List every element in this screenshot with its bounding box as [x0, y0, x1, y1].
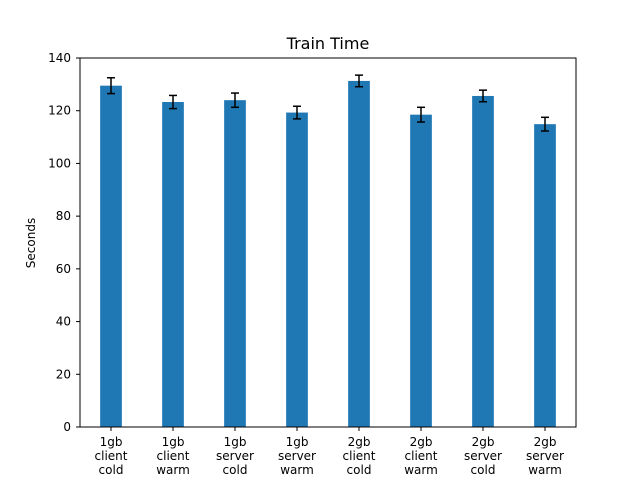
x-tick-label: cold	[471, 463, 496, 477]
x-tick-label: client	[405, 449, 438, 463]
y-axis-label: Seconds	[24, 218, 38, 268]
y-tick-label: 40	[56, 315, 71, 329]
y-axis-ticks: 0 20 40 60 80 100 120 140	[48, 51, 80, 434]
bar	[348, 80, 370, 427]
y-tick-label: 60	[56, 262, 71, 276]
x-tick-label: warm	[156, 463, 190, 477]
y-tick-label: 100	[48, 156, 71, 170]
x-tick-label: 1gb	[100, 435, 123, 449]
x-tick-label: 2gb	[348, 435, 371, 449]
x-tick-label: client	[343, 449, 376, 463]
x-tick-label: cold	[223, 463, 248, 477]
x-tick-label: 1gb	[286, 435, 309, 449]
bar	[162, 102, 184, 428]
chart-title: Train Time	[286, 34, 370, 53]
errorbars-group	[107, 74, 549, 132]
x-tick-label: server	[216, 449, 254, 463]
bar	[100, 85, 122, 428]
bars-group	[100, 80, 556, 428]
bar	[286, 112, 308, 427]
bar	[534, 124, 556, 427]
y-tick-label: 120	[48, 104, 71, 118]
x-tick-label: server	[278, 449, 316, 463]
bar	[410, 114, 432, 428]
x-tick-label: cold	[347, 463, 372, 477]
x-axis-ticks: 1gbclientcold1gbclientwarm1gbservercold1…	[95, 427, 564, 477]
x-tick-label: server	[464, 449, 502, 463]
x-tick-label: client	[95, 449, 128, 463]
x-tick-label: 2gb	[534, 435, 557, 449]
x-tick-label: 1gb	[224, 435, 247, 449]
x-tick-label: 2gb	[410, 435, 433, 449]
x-tick-label: cold	[99, 463, 124, 477]
x-tick-label: warm	[404, 463, 438, 477]
y-tick-label: 0	[63, 420, 71, 434]
y-tick-label: 140	[48, 51, 71, 65]
x-tick-label: client	[157, 449, 190, 463]
y-tick-label: 80	[56, 209, 71, 223]
plot-frame	[79, 57, 577, 428]
bar	[224, 100, 246, 428]
y-tick-label: 20	[56, 367, 71, 381]
bar	[472, 95, 494, 427]
x-tick-label: warm	[528, 463, 562, 477]
x-tick-label: warm	[280, 463, 314, 477]
x-tick-label: 2gb	[472, 435, 495, 449]
x-tick-label: 1gb	[162, 435, 185, 449]
x-tick-label: server	[526, 449, 564, 463]
